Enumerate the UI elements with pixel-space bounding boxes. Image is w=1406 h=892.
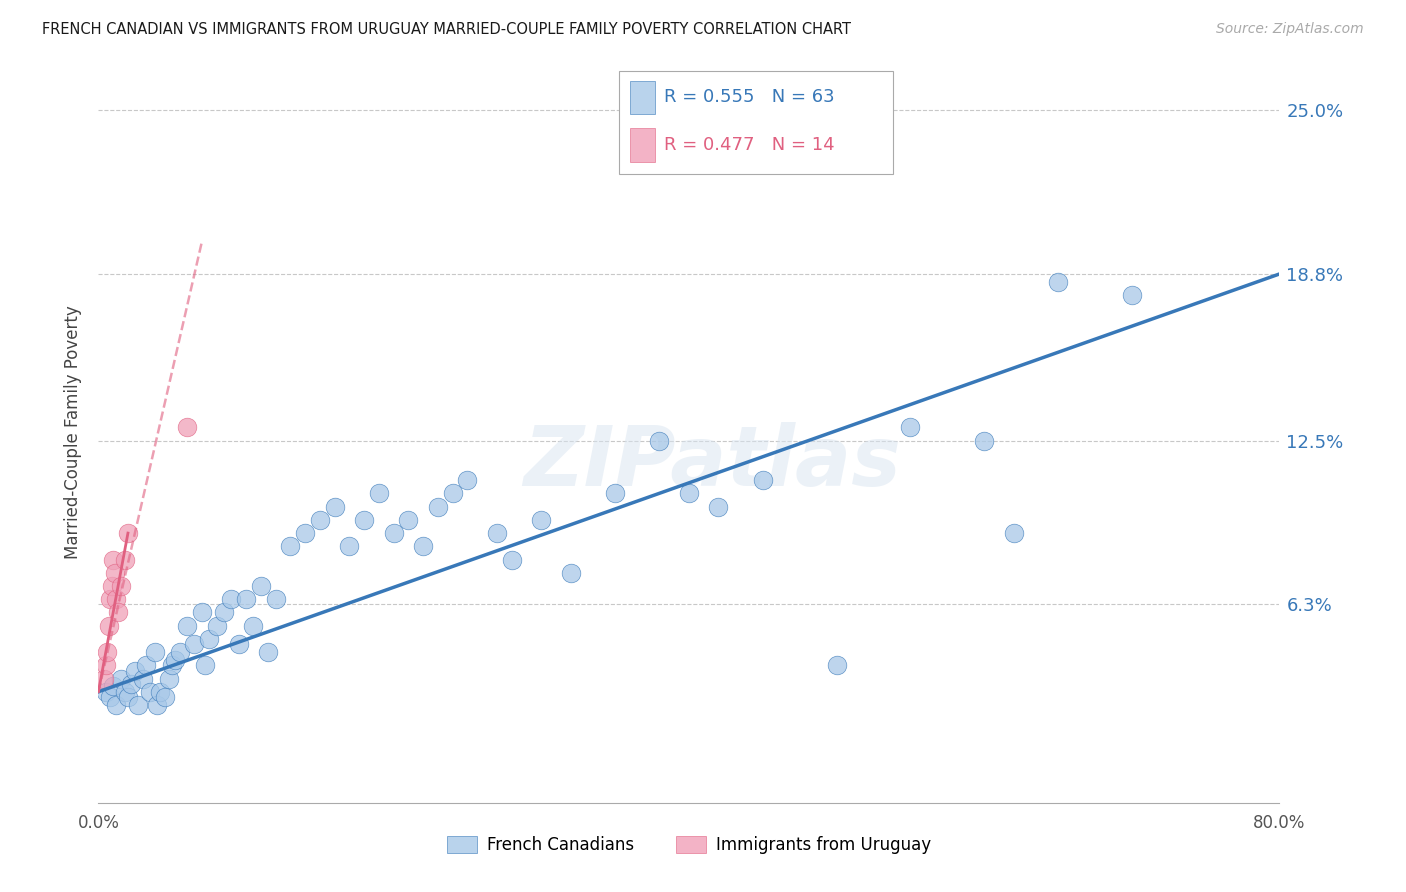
Point <box>194 658 217 673</box>
Point <box>149 685 172 699</box>
Y-axis label: Married-Couple Family Poverty: Married-Couple Family Poverty <box>65 306 83 559</box>
Point <box>100 579 122 593</box>
Point <box>441 486 464 500</box>
Text: R = 0.555   N = 63: R = 0.555 N = 63 <box>664 88 834 106</box>
Point <box>97 618 120 632</box>
Point <box>382 526 405 541</box>
Point <box>309 513 332 527</box>
Point <box>176 618 198 632</box>
Point <box>146 698 169 712</box>
Point <box>103 680 125 694</box>
Point <box>323 500 346 514</box>
Point <box>162 658 183 673</box>
Point <box>198 632 221 646</box>
Point <box>98 690 121 704</box>
Point <box>825 658 848 673</box>
Point <box>176 420 198 434</box>
Point <box>294 526 316 541</box>
Point <box>93 672 115 686</box>
Point <box>264 592 287 607</box>
Point <box>114 685 136 699</box>
Point <box>127 698 149 712</box>
Point <box>183 637 205 651</box>
Point <box>94 685 117 699</box>
Point <box>1046 275 1070 289</box>
Point <box>157 672 180 686</box>
Point <box>135 658 157 673</box>
Point <box>98 592 121 607</box>
Point <box>120 677 142 691</box>
Text: R = 0.477   N = 14: R = 0.477 N = 14 <box>664 136 834 153</box>
Point <box>110 579 132 593</box>
Point <box>143 645 166 659</box>
Point <box>191 606 214 620</box>
Point <box>221 592 243 607</box>
Point <box>530 513 553 527</box>
Point <box>169 645 191 659</box>
Point <box>212 606 235 620</box>
Legend: French Canadians, Immigrants from Uruguay: French Canadians, Immigrants from Urugua… <box>440 830 938 861</box>
Text: ZIPatlas: ZIPatlas <box>523 422 901 503</box>
Point <box>457 473 479 487</box>
Point <box>105 698 128 712</box>
Point <box>678 486 700 500</box>
Point <box>973 434 995 448</box>
Point <box>165 653 187 667</box>
Point <box>339 539 361 553</box>
Point <box>96 645 118 659</box>
Point <box>605 486 627 500</box>
Point <box>235 592 257 607</box>
Point <box>117 690 139 704</box>
Point <box>105 592 128 607</box>
Point <box>132 672 155 686</box>
Point <box>501 552 523 566</box>
Point <box>228 637 250 651</box>
Point <box>117 526 139 541</box>
Point <box>139 685 162 699</box>
Text: FRENCH CANADIAN VS IMMIGRANTS FROM URUGUAY MARRIED-COUPLE FAMILY POVERTY CORRELA: FRENCH CANADIAN VS IMMIGRANTS FROM URUGU… <box>42 22 851 37</box>
Point <box>257 645 280 659</box>
Point <box>1002 526 1025 541</box>
Point <box>486 526 509 541</box>
Point <box>900 420 922 434</box>
Point <box>110 672 132 686</box>
Point <box>153 690 176 704</box>
Point <box>368 486 391 500</box>
Point <box>412 539 434 553</box>
Point <box>94 658 117 673</box>
Point <box>398 513 420 527</box>
Point <box>1121 288 1143 302</box>
Text: Source: ZipAtlas.com: Source: ZipAtlas.com <box>1216 22 1364 37</box>
Point <box>242 618 264 632</box>
Point <box>280 539 302 553</box>
Point <box>353 513 375 527</box>
Point <box>250 579 273 593</box>
Point <box>205 618 228 632</box>
Point <box>707 500 730 514</box>
Point <box>114 552 136 566</box>
Point <box>124 664 146 678</box>
Point <box>560 566 582 580</box>
Point <box>648 434 671 448</box>
Point <box>752 473 775 487</box>
Point <box>107 606 129 620</box>
Point <box>103 552 125 566</box>
Point <box>104 566 127 580</box>
Point <box>427 500 450 514</box>
